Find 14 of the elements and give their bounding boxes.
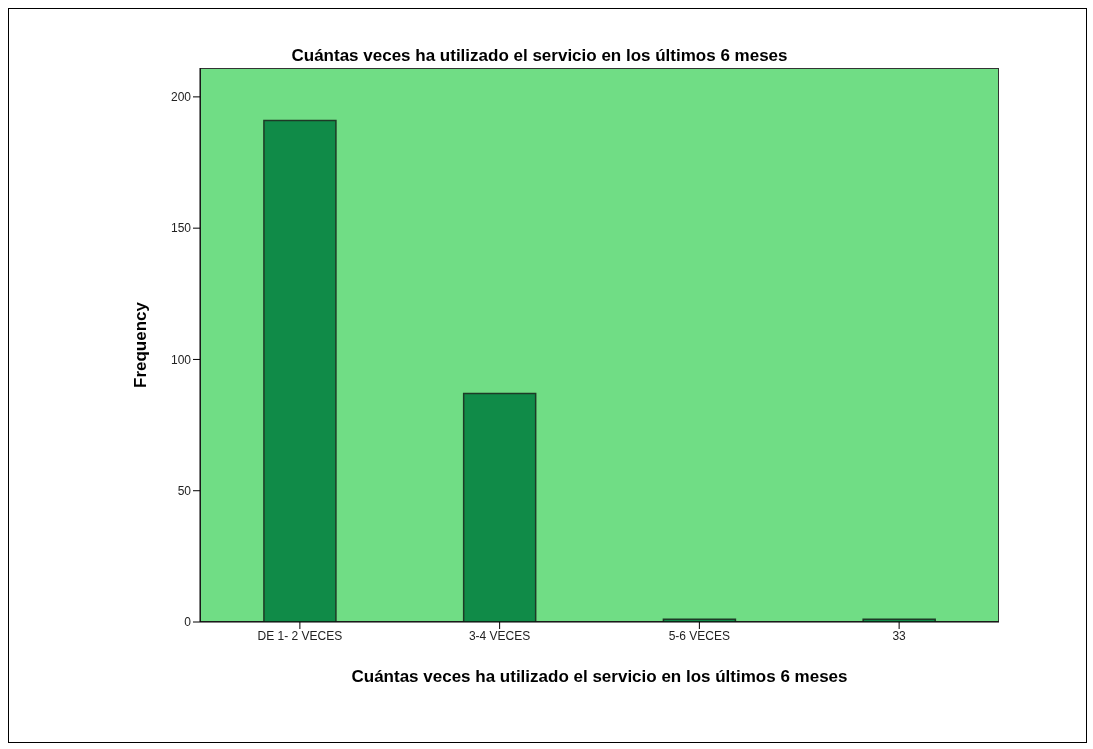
x-tick-label: 33 <box>892 628 907 643</box>
x-tick-label: 5-6 VECES <box>668 628 731 643</box>
bar <box>263 119 337 622</box>
x-axis-title: Cuántas veces ha utilizado el servicio en los últimos 6 meses <box>351 667 848 687</box>
chart-title: Cuántas veces ha utilizado el servicio en los últimos 6 meses <box>290 46 789 66</box>
y-axis-title: Frequency <box>131 301 151 388</box>
bar <box>462 392 537 622</box>
x-tick-label: DE 1- 2 VECES <box>257 628 343 643</box>
y-tick-label: 0 <box>184 615 192 630</box>
x-tick-label: 3-4 VECES <box>468 628 531 643</box>
y-tick-label: 200 <box>170 90 192 105</box>
y-tick-label: 100 <box>170 352 192 367</box>
y-tick-label: 150 <box>170 221 192 236</box>
y-tick-label: 50 <box>177 483 192 498</box>
